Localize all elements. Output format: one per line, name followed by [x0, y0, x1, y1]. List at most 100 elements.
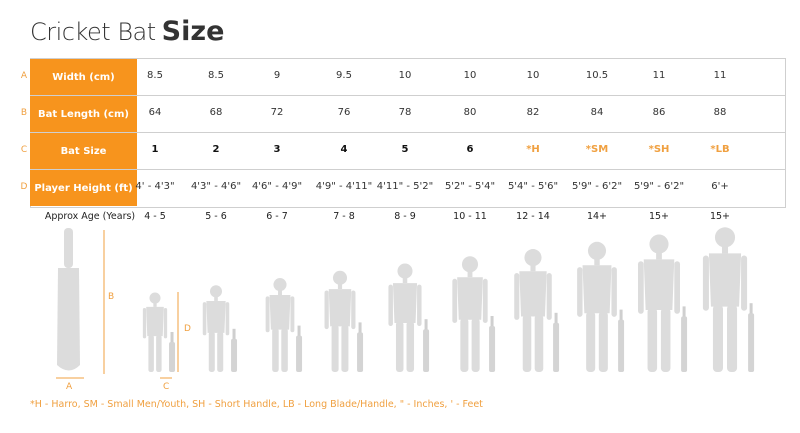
age-value: 6 - 7 [266, 211, 288, 222]
figure-head [397, 263, 413, 279]
table-cell: 4'11" - 5'2" [376, 180, 434, 192]
figure-arm [482, 278, 488, 323]
figure-arm [324, 290, 329, 330]
table-cell: 78 [398, 106, 412, 118]
table-cell: 5'4" - 5'6" [507, 180, 559, 192]
figure-body [328, 289, 352, 327]
small-bat-blade [357, 332, 364, 372]
small-bat-handle [554, 312, 558, 325]
table-cell: 6'+ [711, 180, 729, 192]
small-bat-handle [619, 309, 623, 322]
small-bat-blade [423, 329, 430, 372]
figure-neck [656, 251, 662, 260]
figure-body [643, 259, 675, 310]
age-value: 14+ [586, 211, 608, 222]
figure-neck [278, 289, 282, 296]
table-cell: 88 [713, 106, 727, 118]
figure-head [461, 256, 479, 273]
figure-leg [217, 331, 224, 372]
figure-arm [290, 296, 295, 333]
figure-arm [351, 290, 356, 330]
small-bat-handle [170, 332, 174, 344]
age-value: 5 - 6 [205, 211, 227, 222]
table-cell: *SM [585, 143, 609, 155]
row-header: Bat Size [30, 133, 137, 169]
age-value: 12 - 14 [516, 211, 550, 222]
figure-arm [611, 267, 617, 317]
figure-leg [727, 304, 738, 372]
figure-arm [702, 255, 709, 311]
row-header: Bat Length (cm) [30, 96, 137, 132]
table-cell: 2 [212, 143, 220, 155]
figure-head [714, 227, 736, 248]
row-letter: A [20, 70, 28, 81]
table-cell: 9.5 [336, 69, 352, 81]
figure-head [149, 292, 161, 304]
table-cell: 10 [398, 69, 412, 81]
figure-body [146, 306, 164, 337]
figure-leg [586, 311, 596, 372]
figure-arm [452, 278, 458, 323]
figure-body [392, 283, 418, 324]
table-cell: 5'2" - 5'4" [444, 180, 496, 192]
small-bat-handle [490, 316, 494, 328]
figure-leg [331, 324, 339, 372]
figure-arm [202, 302, 207, 336]
table-cell: 5'9" - 6'2" [633, 180, 685, 192]
figure-leg [660, 308, 671, 372]
title: Cricket Bat Size [30, 16, 224, 47]
figure-head [209, 285, 223, 298]
figure-arm [163, 308, 168, 339]
dimension-label: C [163, 382, 170, 392]
figure-leg [534, 314, 544, 372]
table-cell: 11 [652, 69, 666, 81]
table-cell: 5'9" - 6'2" [571, 180, 623, 192]
table-cell: 9 [273, 69, 281, 81]
figure-neck [530, 264, 536, 272]
figure-arm [417, 284, 422, 327]
table-cell: 8.5 [147, 69, 163, 81]
figure-arm [577, 267, 583, 317]
figure-body [457, 277, 483, 320]
table-cell: 1 [151, 143, 159, 155]
figure-leg [522, 314, 532, 372]
table-cell: 64 [148, 106, 162, 118]
small-bat-handle [682, 306, 686, 319]
table-cell: 4'9" - 4'11" [315, 180, 373, 192]
figure-leg [471, 318, 480, 372]
figure-head [587, 241, 607, 260]
small-bat-handle [232, 328, 236, 341]
figure-body [206, 300, 226, 333]
row-letter: B [20, 107, 28, 118]
row-header: Player Height (ft) [30, 170, 137, 206]
row-divider [30, 132, 785, 133]
figure-arm [388, 284, 393, 327]
figure-leg [341, 324, 349, 372]
figure-head [273, 278, 287, 292]
figure-arm [514, 272, 520, 320]
table-cell: 4'3" - 4'6" [190, 180, 242, 192]
table-cell: 5 [401, 143, 409, 155]
small-bat-handle [297, 325, 301, 338]
small-bat-blade [748, 313, 755, 372]
table-cell: *SH [648, 143, 670, 155]
figure-leg [272, 328, 279, 372]
figure-leg [148, 335, 154, 372]
figure-neck [337, 283, 343, 290]
table-cell: 84 [590, 106, 604, 118]
figure-head [524, 249, 542, 267]
table-cell: 10.5 [585, 69, 609, 81]
row-divider [30, 169, 785, 170]
figure-body [708, 253, 742, 307]
figure-body [519, 271, 547, 317]
table-cell: 72 [270, 106, 284, 118]
table-cell: 76 [337, 106, 351, 118]
row-letter: C [20, 144, 28, 155]
figure-arm [638, 261, 644, 314]
figure-arm [741, 255, 748, 311]
table-cell: 10 [526, 69, 540, 81]
figure-head [649, 234, 669, 254]
small-bat-blade [489, 326, 496, 372]
table-cell: *LB [710, 143, 730, 155]
